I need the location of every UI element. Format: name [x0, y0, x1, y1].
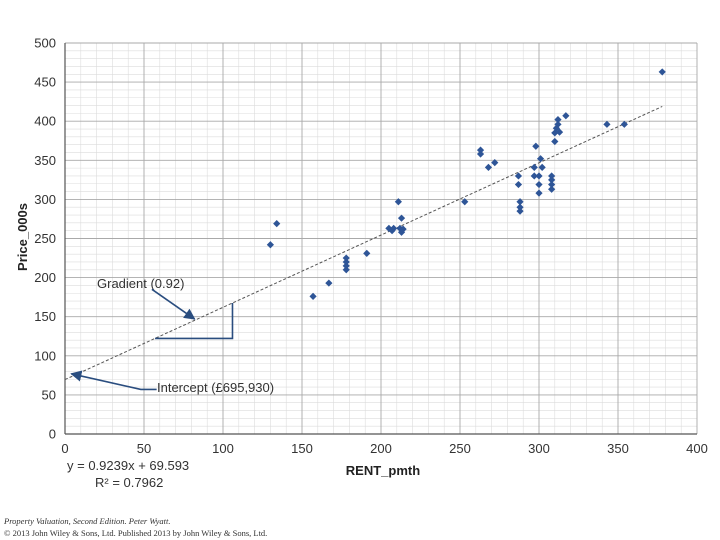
data-point [516, 207, 524, 215]
data-point [562, 112, 570, 120]
data-point [548, 185, 556, 193]
y-tick-label: 0 [49, 427, 56, 442]
x-tick-label: 300 [528, 441, 550, 456]
y-tick-label: 250 [34, 231, 56, 246]
data-point [516, 198, 524, 206]
data-point [399, 225, 407, 233]
data-point [476, 146, 485, 154]
data-point [551, 137, 559, 146]
x-tick-label: 100 [212, 441, 234, 456]
data-point [385, 224, 393, 232]
data-point [342, 266, 350, 274]
y-tick-label: 300 [34, 192, 56, 207]
data-point [394, 198, 402, 206]
data-point [530, 163, 538, 171]
gradient-label: Gradient (0.92) [97, 276, 184, 291]
intercept-arrow [70, 370, 157, 391]
data-point [551, 129, 559, 137]
data-point [535, 180, 543, 189]
data-point [484, 163, 493, 171]
annotations: Gradient (0.92) Intercept (£695,930) [70, 276, 274, 395]
data-point [620, 120, 628, 128]
data-point [325, 279, 333, 287]
data-point [516, 203, 524, 211]
y-tick-label: 400 [34, 114, 56, 129]
x-tick-label: 250 [449, 441, 471, 456]
data-point [514, 180, 523, 189]
data-point [273, 220, 281, 228]
gradient-arrow [151, 288, 196, 320]
x-tick-label: 350 [607, 441, 629, 456]
y-tick-label: 450 [34, 75, 56, 90]
data-point [397, 228, 406, 236]
y-tick-label: 150 [34, 309, 56, 324]
data-point [555, 128, 564, 136]
data-point [397, 214, 406, 222]
tick-labels: 0 50 100 150 200 250 300 350 400 0 50 100 150 200 250 3… [34, 36, 708, 457]
y-tick-label: 350 [34, 153, 56, 168]
grid-lines [64, 42, 698, 435]
data-point [390, 224, 398, 232]
data-point [476, 150, 485, 158]
intercept-label: Intercept (£695,930) [157, 380, 274, 395]
data-point [548, 176, 556, 184]
gradient-triangle [155, 302, 234, 340]
footer-credit-line2: © 2013 John Wiley & Sons, Ltd. Published… [4, 528, 268, 538]
x-tick-label: 400 [686, 441, 708, 456]
x-tick-label: 150 [291, 441, 313, 456]
data-point [514, 172, 523, 180]
x-tick-label: 0 [61, 441, 68, 456]
trendline-equation: y = 0.9239x + 69.593 [67, 458, 189, 473]
y-tick-label: 100 [34, 348, 56, 363]
data-point [603, 120, 611, 128]
data-point [342, 262, 350, 270]
data-point [309, 292, 317, 300]
r-squared-label: R² = 0.7962 [95, 475, 163, 490]
data-point [535, 189, 543, 197]
data-point [266, 241, 274, 249]
data-point [554, 116, 562, 124]
data-point [548, 172, 556, 180]
data-point [536, 155, 545, 163]
data-point [363, 249, 371, 257]
data-point [538, 163, 546, 171]
data-point [491, 159, 499, 167]
data-point [342, 258, 350, 266]
x-tick-label: 50 [137, 441, 151, 456]
y-axis-title: Price_000s [15, 203, 30, 271]
y-tick-label: 50 [42, 387, 56, 402]
footer-credit-line1: Property Valuation, Second Edition. Pete… [4, 516, 171, 526]
data-point [530, 172, 538, 180]
trendline-layer [64, 106, 663, 381]
data-point [658, 68, 666, 76]
data-point [532, 142, 540, 150]
axes [64, 43, 697, 435]
x-tick-label: 200 [370, 441, 392, 456]
data-points [266, 68, 666, 300]
x-axis-title: RENT_pmth [346, 463, 420, 478]
y-tick-label: 200 [34, 270, 56, 285]
data-point [461, 198, 469, 206]
data-point [535, 172, 543, 180]
data-point [396, 224, 404, 232]
data-point [554, 120, 562, 128]
data-point [342, 254, 350, 262]
y-tick-label: 500 [34, 36, 56, 51]
data-point [548, 180, 556, 189]
trendline [64, 106, 663, 381]
